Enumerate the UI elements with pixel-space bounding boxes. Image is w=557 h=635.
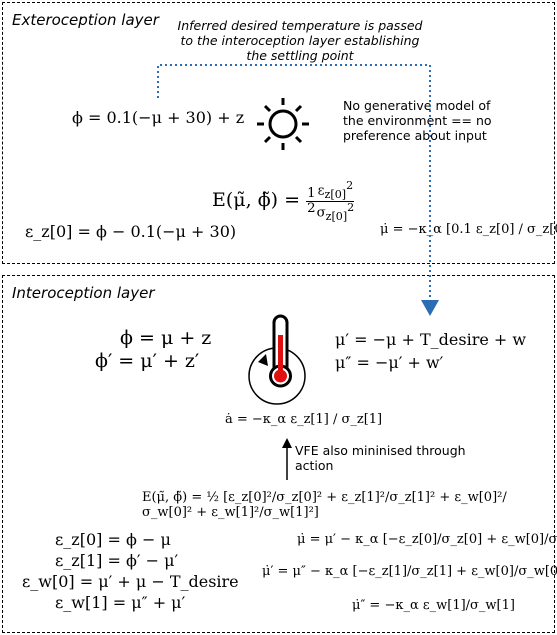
interoception-layer-box — [2, 275, 555, 633]
extero-error-equation: ε_z[0] = ϕ − 0.1(−μ + 30) — [25, 222, 237, 241]
vfe-note: VFE also mininised through action — [295, 443, 466, 473]
extero-phi-equation: ϕ = 0.1(−μ + 30) + z — [72, 108, 245, 127]
intero-free-energy-equation: E(μ̃, ϕ̃) = ½ [ε_z[0]²/σ_z[0]² + ε_z[1]²… — [142, 490, 507, 520]
mu-update-equation: μ̇ = μ′ − κ_α [−ε_z[0]/σ_z[0] + ε_w[0]/σ… — [297, 532, 557, 547]
interoception-title: Interoception layer — [12, 284, 155, 302]
connector-arrowhead-icon — [421, 300, 439, 316]
exteroception-layer-box — [2, 2, 555, 264]
extero-mu-update-equation: μ̇ = −κ_α [0.1 ε_z[0] / σ_z[0]] — [380, 222, 557, 237]
error-w1-equation: ε_w[1] = μ″ + μ′ — [55, 593, 186, 612]
intero-phi-prime-equation: ϕ′ = μ′ + z′ — [95, 350, 200, 372]
exteroception-title: Exteroception layer — [12, 11, 159, 29]
action-update-equation: ȧ = −κ_α ε_z[1] / σ_z[1] — [225, 412, 383, 427]
error-w0-equation: ε_w[0] = μ′ + μ − T_desire — [22, 572, 239, 591]
intero-phi-equation: ϕ = μ + z — [120, 327, 212, 349]
extero-energy-term: εz[0]2 σz[0]2 — [316, 179, 355, 223]
extero-free-energy-equation: E(μ̃, ϕ̃) = ½ ε_z[0]² / σ_z[0]² 12εz[0]2… — [212, 179, 355, 223]
sun-icon — [257, 98, 309, 150]
no-model-note: No generative model of the environment =… — [343, 98, 492, 143]
inferred-note: Inferred desired temperature is passed t… — [177, 18, 423, 63]
error-z1-equation: ε_z[1] = ϕ′ − μ′ — [55, 551, 179, 570]
vfe-arrow — [282, 438, 292, 480]
intero-mu-prime-equation: μ′ = −μ + T_desire + w — [335, 330, 527, 349]
settling-point-connector — [157, 64, 439, 316]
intero-mu-double-prime-equation: μ″ = −μ′ + w′ — [335, 353, 444, 372]
thermometer-icon — [269, 314, 292, 388]
mu-double-prime-update-equation: μ̇″ = −κ_α ε_w[1]/σ_w[1] — [352, 598, 515, 613]
error-z0-equation: ε_z[0] = ϕ − μ — [55, 530, 171, 549]
mu-prime-update-equation: μ̇′ = μ″ − κ_α [−ε_z[1]/σ_z[1] + ε_w[0]/… — [262, 564, 557, 579]
